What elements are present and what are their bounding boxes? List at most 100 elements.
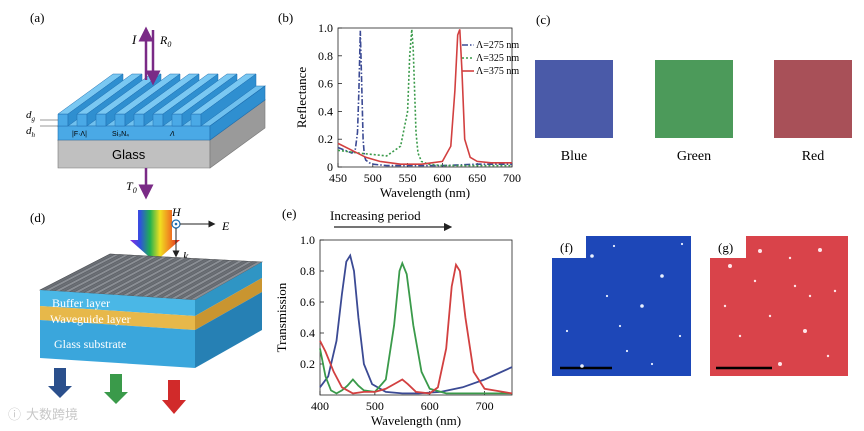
speck — [753, 279, 757, 283]
ridge-front — [57, 113, 69, 127]
series-line-325nm — [337, 29, 512, 167]
speck — [778, 362, 782, 366]
red-sample-image — [710, 236, 848, 376]
ridge-front — [76, 113, 88, 127]
waveguide-side — [209, 85, 266, 141]
legend-label: Λ=375 nm — [476, 66, 519, 77]
speck — [618, 324, 622, 328]
ridge-d — [155, 259, 230, 299]
ridge-d — [48, 254, 126, 292]
panel-f-label-bg — [552, 236, 586, 258]
x-tick-label: 500 — [364, 171, 382, 185]
legend-label: Λ=325 nm — [476, 53, 519, 64]
grating-ridges — [57, 73, 257, 127]
panel-c-label: (c) — [536, 12, 550, 27]
buffer-side — [195, 262, 262, 316]
material-label: Si₃N₄ — [112, 131, 129, 138]
panel-e: (e) Increasing period 400 500 600 700 0.2 0.4… — [274, 206, 513, 428]
h-label: H — [171, 205, 182, 219]
panel-g-label: (g) — [718, 240, 733, 255]
panel-f: (f) — [552, 236, 691, 376]
speck — [833, 289, 837, 293]
series-line-375nm — [337, 29, 512, 165]
blue-sample-specks — [565, 242, 684, 368]
waveguide-front-d — [40, 306, 195, 330]
series-line-blue — [319, 253, 513, 395]
x-tick-label: 450 — [329, 171, 347, 185]
speck — [565, 329, 569, 333]
x-tick-label: 400 — [311, 399, 329, 413]
ridge-front — [190, 113, 202, 127]
ridge-d — [165, 260, 240, 299]
series-line-green — [319, 260, 512, 395]
lambda-mark: Λ — [169, 131, 175, 138]
f-lambda-label: |F·Λ| — [72, 131, 87, 138]
y-tick-label: 0.2 — [300, 357, 315, 371]
speck — [738, 334, 742, 338]
x-tick-label: 500 — [366, 399, 384, 413]
speck — [758, 249, 762, 253]
speck — [793, 284, 797, 288]
panel-b: (b) 450 500 550 600 650 700 0 0.2 0.4 0.6 0.8 1.0 Wa… — [278, 10, 521, 200]
transmission-chart: 400 500 600 700 0.2 0.4 0.6 0.8 1.0 Wavelength (n… — [274, 233, 513, 428]
reflected-label: R0 — [159, 33, 171, 49]
ridge-front — [133, 113, 145, 127]
swatch-green-label: Green — [677, 149, 711, 164]
ridge-d — [174, 260, 249, 300]
ridge-side — [200, 73, 257, 127]
speck — [818, 248, 822, 252]
red-output-arrow — [162, 380, 186, 414]
incident-label: I — [131, 32, 137, 47]
speck — [723, 304, 727, 308]
ridge-d — [58, 254, 135, 292]
ridge-d — [107, 257, 183, 295]
y-tick-label: 1.0 — [318, 21, 333, 35]
speck — [625, 349, 629, 353]
legend-label: Λ=275 nm — [476, 40, 519, 51]
panel-g-label-bg — [710, 236, 746, 258]
x-tick-label: 700 — [476, 399, 494, 413]
ridge-front — [171, 113, 183, 127]
panel-b-label: (b) — [278, 10, 293, 25]
dh-label: dh — [26, 125, 36, 139]
buffer-front — [40, 290, 195, 316]
x-axis-label: Wavelength (nm) — [380, 185, 470, 200]
panel-f-label: (f) — [560, 240, 573, 255]
watermark: ⓘ 大数跨境 — [8, 407, 78, 422]
ridge-d — [145, 259, 221, 298]
y-tick-label: 0.4 — [300, 326, 315, 340]
ridge-front — [95, 113, 107, 127]
series-line-red — [319, 262, 513, 395]
ridge-d — [39, 253, 116, 291]
panel-a-label: (a) — [30, 10, 44, 25]
panel-d-label: (d) — [30, 210, 45, 225]
x-tick-label: 600 — [421, 399, 439, 413]
glass-label: Glass — [112, 147, 146, 162]
y-tick-label: 0.6 — [300, 295, 315, 309]
panel-a: (a) I R0 T0 dg dh |F·Λ| Si₃N₄ Λ Glass — [26, 10, 266, 200]
speck — [680, 242, 684, 246]
ridge-d — [184, 261, 259, 300]
y-tick-label: 0.2 — [318, 132, 333, 146]
green-output-arrow — [104, 374, 128, 404]
series-line-275nm — [337, 30, 512, 167]
ridge-d — [116, 257, 192, 296]
speck — [580, 364, 584, 368]
plot-frame — [319, 239, 513, 396]
y-tick-label: 0.6 — [318, 77, 333, 91]
speck — [788, 256, 792, 260]
speck — [803, 329, 807, 333]
h-field-dot-center — [174, 222, 178, 226]
x-axis-label: Wavelength (nm) — [371, 413, 461, 428]
y-axis-label: Reflectance — [294, 67, 309, 129]
speck — [826, 354, 830, 358]
watermark-text: 大数跨境 — [26, 407, 78, 422]
grating-ridges-d — [39, 253, 259, 300]
speck — [678, 334, 682, 338]
y-tick-label: 0.8 — [300, 264, 315, 278]
ridge-d — [68, 255, 145, 293]
x-tick-label: 550 — [399, 171, 417, 185]
plot-frame — [337, 27, 513, 168]
ridge-d — [97, 256, 173, 295]
